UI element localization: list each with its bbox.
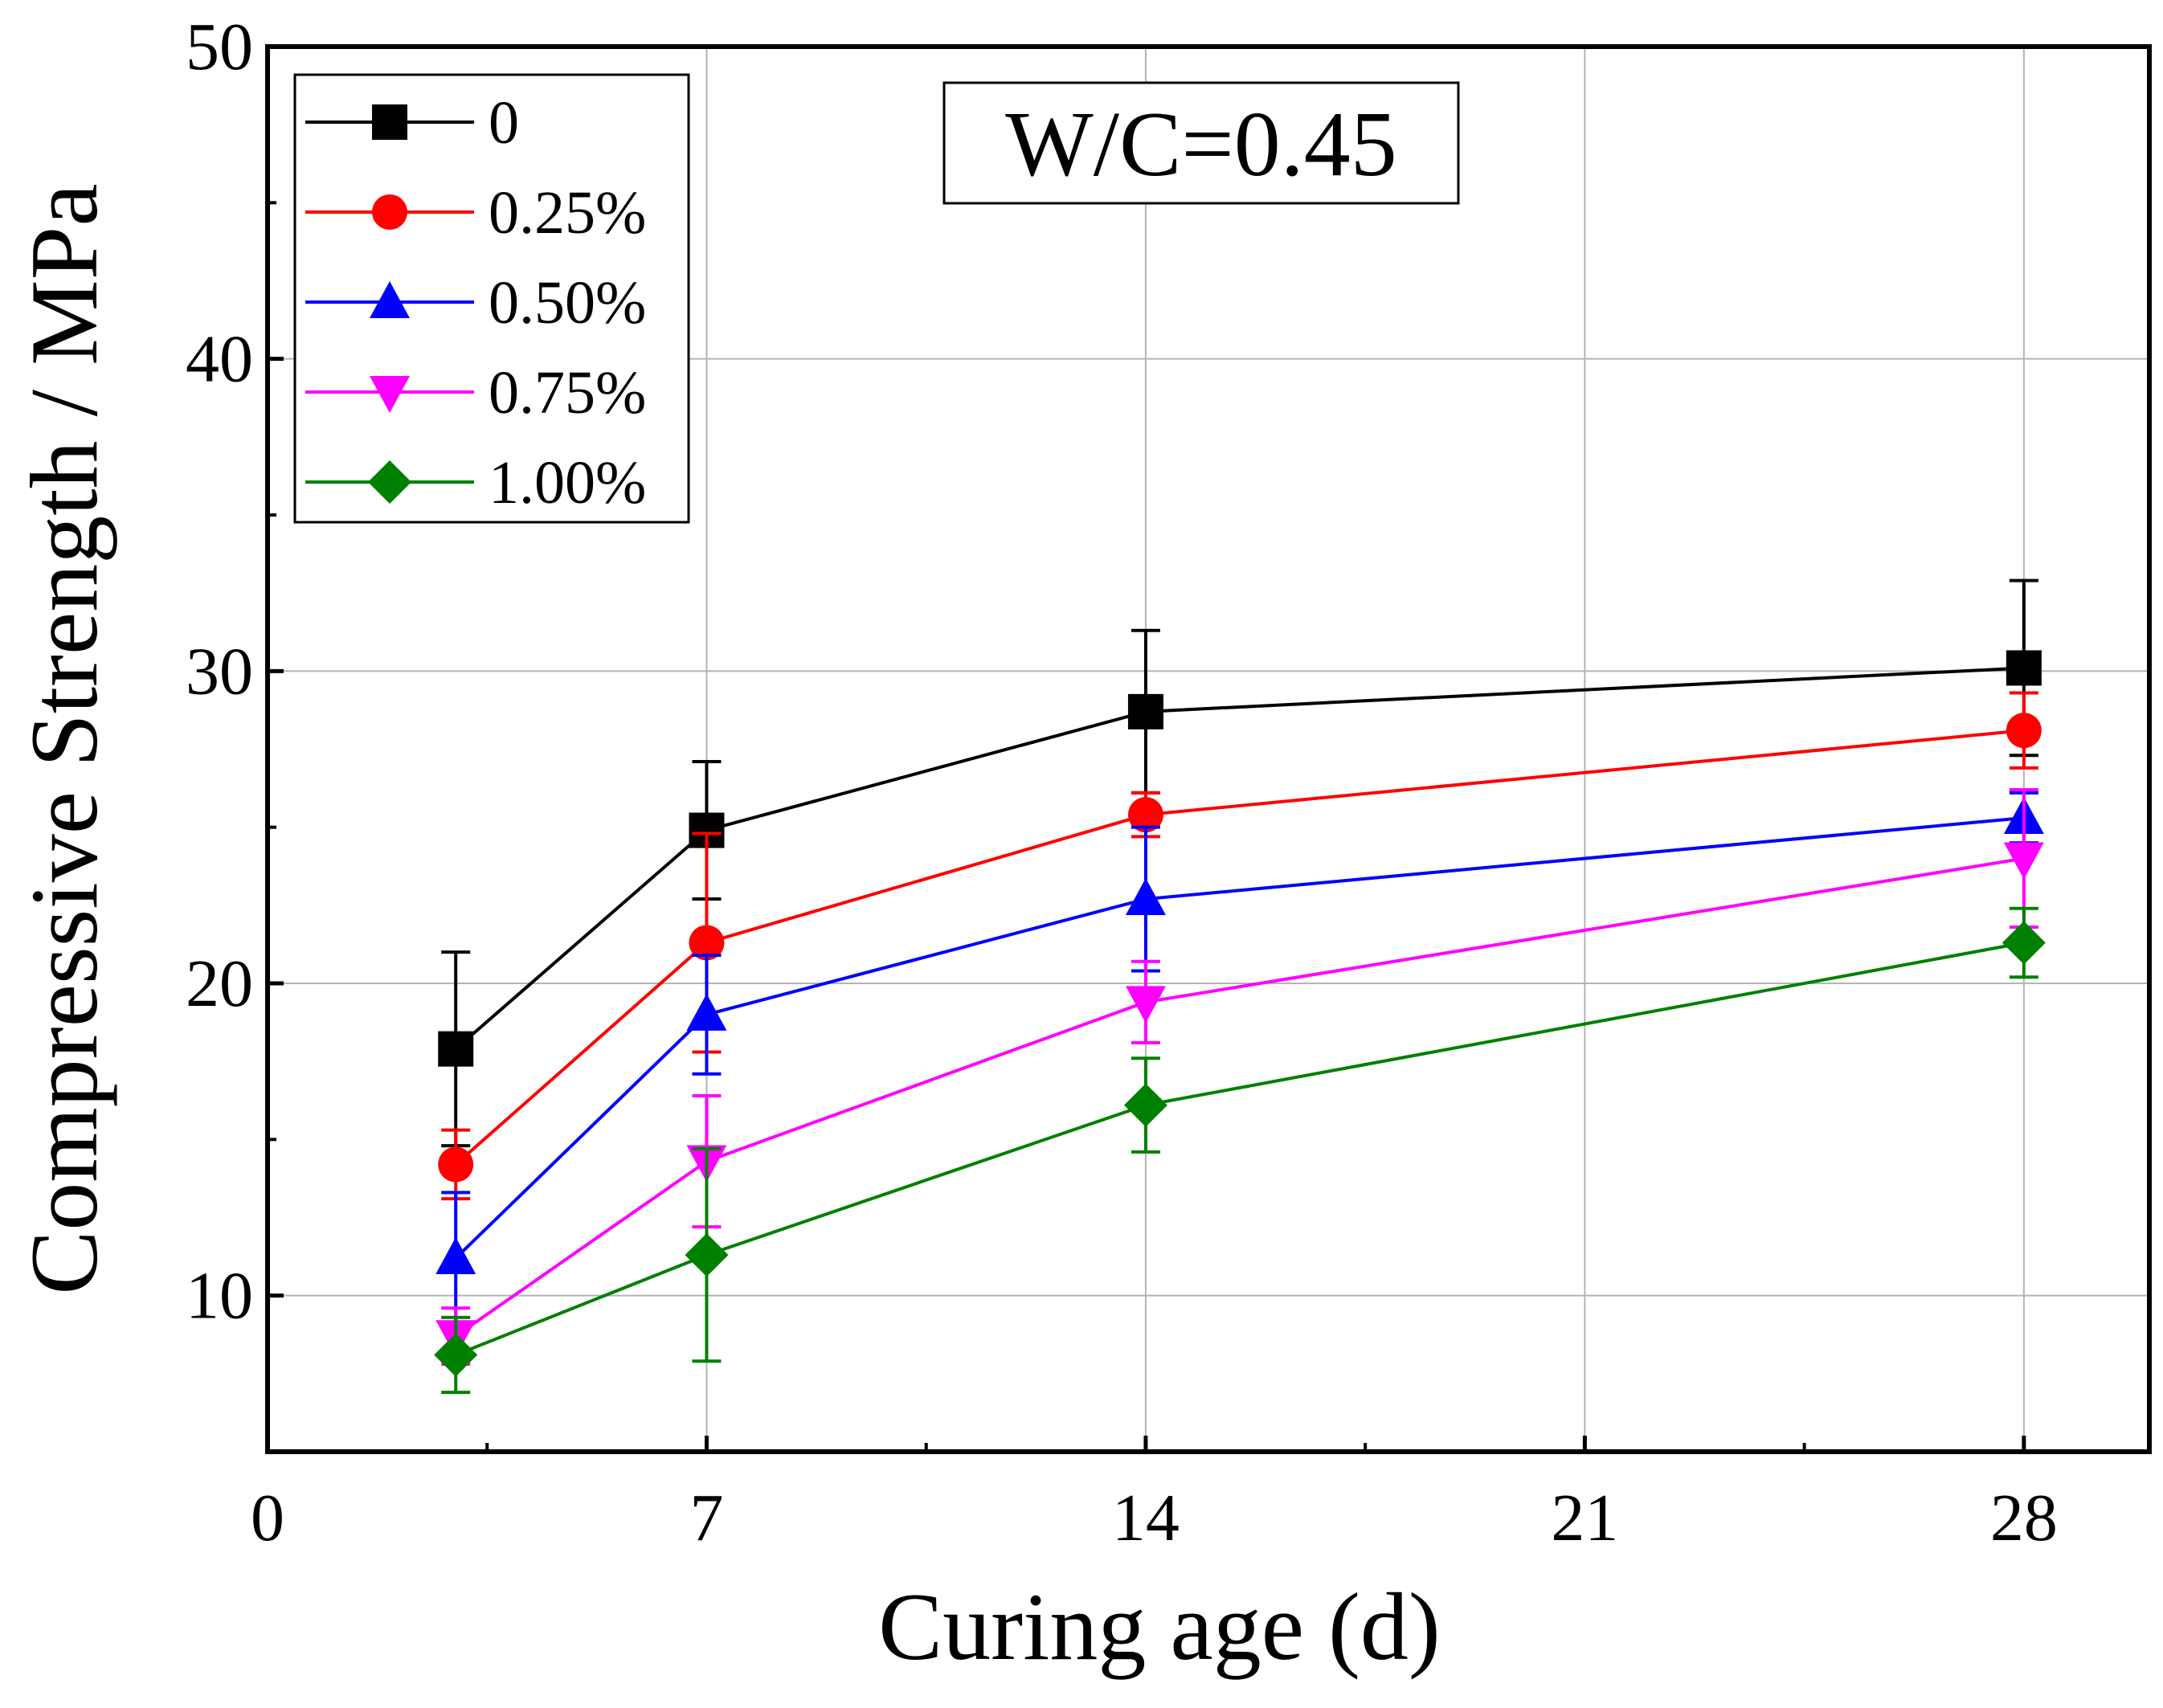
legend-label: 0	[489, 89, 519, 157]
data-point	[2003, 842, 2044, 880]
legend-item: 0.25%	[305, 179, 646, 247]
legend-marker	[370, 281, 410, 318]
y-tick-label: 20	[186, 946, 253, 1021]
series-line	[454, 729, 2025, 1166]
series-line	[454, 816, 2025, 1260]
series-line	[455, 941, 2025, 1357]
legend-frame	[293, 73, 690, 524]
data-point	[1123, 1083, 1167, 1127]
legend-label: 0.50%	[489, 269, 646, 337]
series-3	[435, 791, 2044, 1326]
series-layer	[434, 578, 2046, 1395]
legend-item: 0.75%	[305, 359, 646, 427]
data-point	[435, 1237, 476, 1275]
plot-frame	[265, 44, 2152, 1454]
x-tick-label: 21	[1551, 1481, 1618, 1555]
x-tick-label: 28	[1990, 1481, 2058, 1555]
y-tick-label: 30	[186, 634, 253, 709]
legend-marker	[372, 104, 407, 140]
data-point	[2006, 713, 2042, 749]
data-point	[1127, 797, 1163, 833]
data-point	[2006, 650, 2042, 686]
y-tick-label: 40	[186, 322, 253, 397]
y-axis-title: Compressive Strength / MPa	[10, 183, 117, 1294]
data-point	[438, 1031, 474, 1067]
data-point	[2001, 921, 2046, 965]
data-point	[1125, 878, 1166, 916]
data-point	[689, 925, 725, 961]
data-point	[685, 1233, 729, 1277]
legend-marker	[370, 376, 410, 413]
x-tick-label: 7	[689, 1481, 723, 1555]
series-5	[434, 906, 2046, 1395]
y-tick-label: 10	[186, 1259, 253, 1334]
legend-marker	[368, 460, 411, 504]
annotation-frame	[942, 81, 1460, 205]
data-point	[434, 1333, 478, 1377]
legend-item: 0	[305, 89, 519, 157]
annotation-text: W/C=0.45	[1005, 93, 1397, 196]
x-axis-title: Curing age (d)	[878, 1573, 1441, 1680]
data-point	[1125, 986, 1166, 1024]
legend-item: 1.00%	[305, 449, 646, 517]
tick-labels: 0 7 14 21 28 10 20 30 40 50	[186, 10, 2058, 1555]
annotation-box: W/C=0.45	[942, 81, 1460, 205]
legend-label: 0.75%	[489, 359, 646, 427]
data-point	[1127, 693, 1163, 729]
axis-ticks	[265, 44, 2026, 1452]
legend-marker	[372, 194, 407, 230]
x-tick-label: 14	[1112, 1481, 1180, 1555]
y-tick-label: 50	[186, 10, 253, 84]
x-tick-label: 0	[251, 1481, 284, 1555]
legend-label: 0.25%	[489, 179, 646, 247]
legend-label: 1.00%	[489, 449, 646, 517]
legend-item: 0.50%	[305, 269, 646, 337]
data-point	[438, 1146, 474, 1183]
legend: 0 0.25% 0.50% 0.75% 1.00%	[293, 73, 690, 524]
series-line	[455, 856, 2025, 1338]
series-line	[454, 666, 2024, 1051]
data-point	[686, 993, 727, 1031]
